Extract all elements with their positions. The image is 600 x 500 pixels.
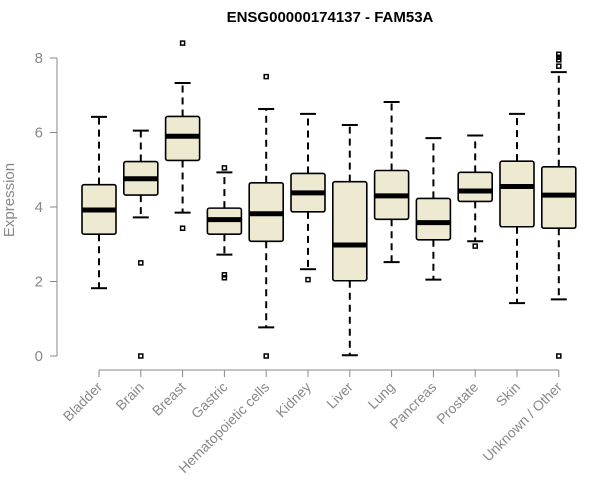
x-tick-label: Kidney [273,379,315,421]
y-tick-label: 8 [35,50,43,67]
x-tick-label: Bladder [60,379,106,425]
box-iqr [415,197,452,241]
box-iqr [331,180,368,282]
outlier-point [221,165,228,171]
outlier-point [305,276,311,283]
x-tick-label: Unknown / Other [479,379,565,465]
outlier-point [263,353,269,359]
outlier-point [179,225,186,231]
x-tick-label: Breast [149,379,189,419]
outlier-point [221,275,228,281]
x-tick-label: Prostate [433,379,481,427]
y-tick-label: 4 [35,199,43,216]
y-axis-label: Expression [1,163,18,237]
x-tick-label: Liver [323,379,356,412]
x-tick-label: Lung [364,379,397,412]
x-tick-label: Skin [493,379,524,410]
outlier-point [472,243,478,249]
outlier-point [556,63,562,69]
y-tick-label: 6 [35,125,43,142]
box-iqr [457,171,494,203]
chart-title: ENSG00000174137 - FAM53A [227,9,434,26]
outlier-point [556,54,562,61]
outlier-point [556,51,562,58]
outlier-point [263,73,269,80]
box-iqr [499,160,535,228]
outlier-point [221,272,228,278]
outlier-point [138,353,144,359]
outlier-point [179,40,186,46]
y-tick-label: 2 [35,274,43,291]
x-tick-label: Brain [112,379,146,413]
outlier-point [138,260,144,266]
outlier-point [556,353,562,359]
y-tick-label: 0 [35,348,43,365]
